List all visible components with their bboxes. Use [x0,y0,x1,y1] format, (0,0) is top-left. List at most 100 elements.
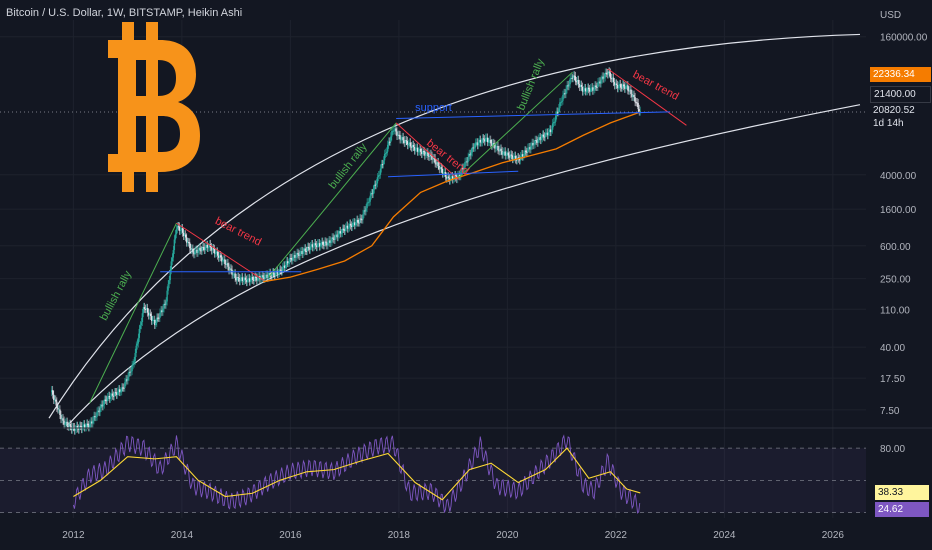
candle-body [184,234,187,238]
candle-body [412,144,415,148]
candle-body [115,392,118,395]
currency-label: USD [880,10,901,21]
candle-body [586,87,589,92]
candle-body [503,151,505,153]
candle-body [236,276,238,281]
candle-body [582,90,585,92]
candle-body [639,110,641,112]
candle-body [391,130,393,137]
candle-body [349,223,352,226]
candle-body [614,83,617,86]
candle-body [116,391,119,395]
candle-body [93,415,95,421]
candle-body [479,139,482,143]
candle-body [360,218,362,220]
candle-body [625,85,627,89]
candle-body [270,275,272,277]
candle-body [312,246,315,248]
candle-body [168,280,170,285]
candle-body [316,243,319,248]
candle-body [556,111,558,116]
candle-body [220,255,222,258]
candle-body [74,429,77,431]
candle-body [584,88,587,92]
candle-body [568,84,570,87]
candle-body [455,175,457,178]
candle-body [342,228,345,230]
candle-body [181,228,184,233]
candle-body [305,250,307,252]
candle-body [67,425,69,427]
candle-body [376,177,379,184]
candle-body [91,421,93,424]
candle-body [571,77,573,79]
candle-body [507,152,510,156]
candle-body [563,93,565,95]
candle-body [138,328,141,338]
candle-body [368,201,370,203]
candle-body [307,246,310,248]
candle-body [321,241,323,245]
candle-body [244,277,247,280]
candle-body [158,317,160,319]
candle-body [58,409,60,411]
time-tick-label: 2016 [279,530,302,541]
candle-body [296,252,298,257]
candle-body [529,147,531,150]
candle-body [288,262,290,264]
candle-body [219,255,221,258]
candle-body [387,144,389,152]
candle-body [605,72,607,74]
candle-body [565,89,567,95]
candle-body [122,387,124,389]
candle-body [88,425,90,428]
candle-body [221,257,223,262]
candle-body [145,308,148,310]
candle-body [607,71,609,75]
rsi-level-label: 80.00 [880,444,905,455]
moving-average [263,111,641,283]
candle-body [350,225,353,227]
candle-body [264,275,266,280]
candle-body [106,397,109,402]
candle-body [426,152,428,155]
candle-body [408,142,411,144]
candle-body [501,151,503,155]
price-tick-label: 600.00 [880,242,911,253]
candle-body [327,242,329,246]
candle-body [126,379,128,381]
candle-body [524,150,526,155]
candle-body [131,365,133,372]
candle-body [526,152,528,154]
candle-body [241,277,244,282]
candle-body [510,154,513,156]
candle-body [378,174,381,176]
candle-body [279,269,282,271]
candle-body [272,272,275,274]
candle-body [627,85,629,91]
candle-body [189,242,191,249]
candle-body [515,159,518,161]
candle-body [211,248,214,251]
candle-body [399,135,401,140]
candle-body [355,222,357,226]
candle-body [400,139,402,141]
candle-body [437,162,439,167]
candle-body [561,100,563,103]
candle-body [294,255,296,258]
candle-body [163,303,165,309]
candle-body [484,137,487,142]
candle-body [377,175,380,178]
candle-body [203,247,205,251]
candle-body [166,290,168,302]
candle-body [282,265,285,267]
candle-body [165,301,167,305]
candle-body [500,148,502,152]
candle-body [256,277,258,281]
candle-body [344,227,347,232]
candle-body [610,78,613,80]
candle-body [255,276,257,278]
candle-body [199,247,201,251]
candle-body [320,244,322,247]
candle-body [100,404,102,409]
